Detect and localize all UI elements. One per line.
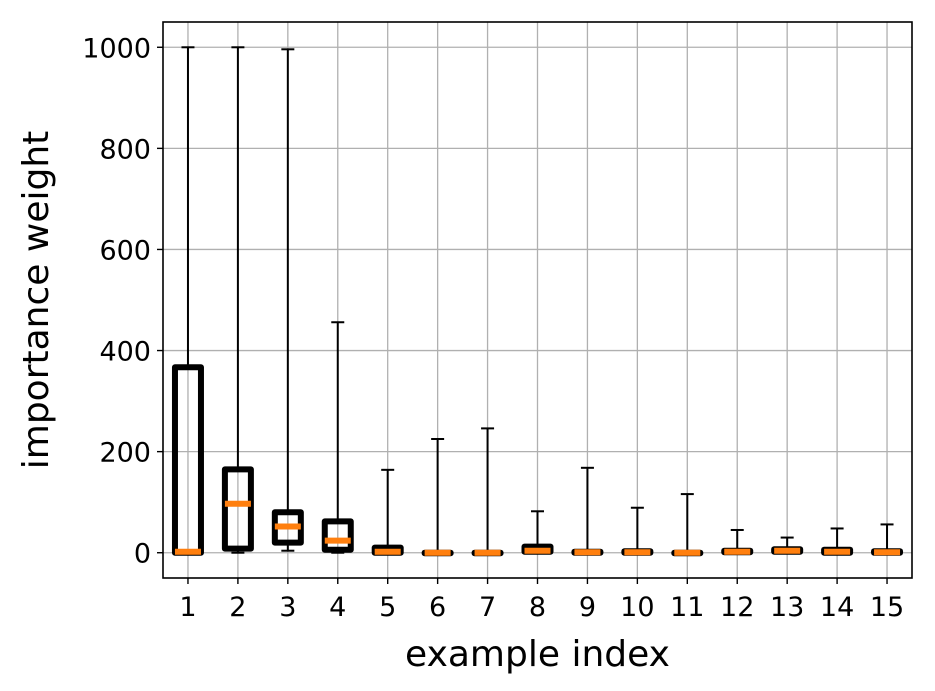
- x-tick-label: 13: [770, 592, 804, 623]
- box-series: [171, 46, 904, 557]
- box-15: [871, 523, 904, 556]
- x-tick-label: 14: [820, 592, 854, 623]
- x-tick-label: 2: [229, 592, 246, 623]
- x-tick-label: 15: [870, 592, 904, 623]
- box-11: [671, 493, 704, 557]
- x-tick-label: 9: [579, 592, 596, 623]
- y-tick-label: 200: [99, 438, 151, 469]
- x-tick-label: 1: [179, 592, 196, 623]
- x-tick-label: 4: [329, 592, 346, 623]
- x-tick-label: 5: [379, 592, 396, 623]
- box-13: [771, 536, 804, 555]
- x-tick-label: 11: [670, 592, 704, 623]
- box-12: [721, 528, 754, 556]
- box-6: [421, 438, 454, 557]
- x-axis-label: example index: [405, 634, 670, 675]
- x-tick-label: 6: [429, 592, 446, 623]
- box-1: [171, 46, 204, 556]
- box-8: [521, 510, 554, 555]
- box-iqr: [321, 518, 354, 553]
- y-axis-label: importance weight: [16, 131, 57, 470]
- x-tick-label: 8: [529, 592, 546, 623]
- box-7: [471, 427, 504, 557]
- y-tick-label: 1000: [82, 33, 151, 64]
- box-5: [371, 468, 404, 556]
- x-tick-label: 3: [279, 592, 296, 623]
- box-9: [571, 466, 604, 556]
- box-2: [221, 46, 254, 554]
- x-tick-label: 7: [479, 592, 496, 623]
- y-tick-label: 400: [99, 337, 151, 368]
- y-tick-label: 0: [134, 539, 151, 570]
- grid-lines: [163, 22, 912, 578]
- x-tick-label: 10: [620, 592, 654, 623]
- y-tick-label: 600: [99, 235, 151, 266]
- box-14: [821, 527, 854, 556]
- x-tick-label: 12: [720, 592, 754, 623]
- box-iqr: [221, 466, 254, 552]
- box-4: [321, 321, 354, 554]
- box-10: [621, 506, 654, 556]
- box-3: [271, 48, 304, 552]
- y-tick-label: 800: [99, 134, 151, 165]
